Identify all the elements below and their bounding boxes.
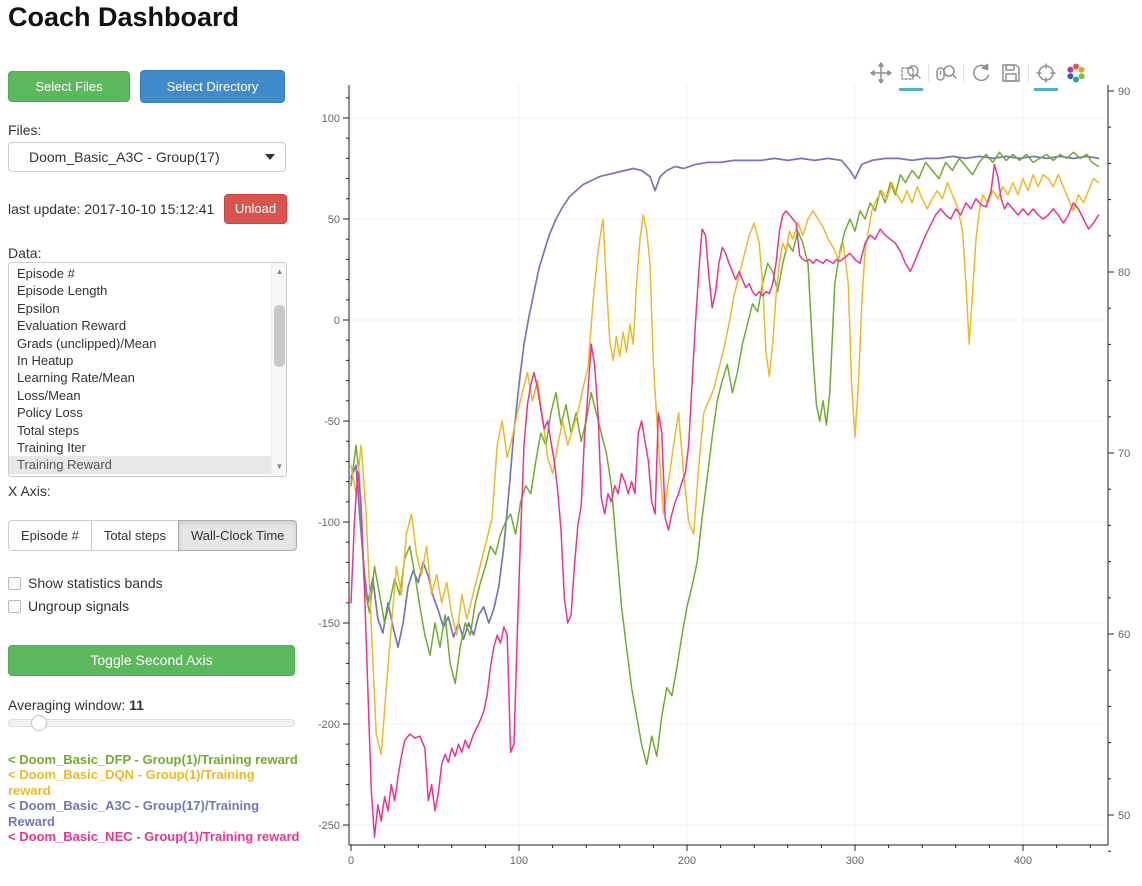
chevron-down-icon: [265, 154, 275, 160]
checkbox[interactable]: [8, 577, 21, 590]
files-select-value: Doom_Basic_A3C - Group(17): [29, 149, 220, 165]
legend-item[interactable]: < Doom_Basic_DQN - Group(1)/Training rew…: [8, 767, 255, 798]
svg-text:80: 80: [1118, 267, 1130, 279]
select-directory-button[interactable]: Select Directory: [140, 70, 285, 103]
toolbar-separator: [928, 64, 929, 82]
data-label: Data:: [8, 245, 42, 261]
checkbox-label: Show statistics bands: [28, 575, 163, 591]
scroll-down-icon[interactable]: ▼: [275, 462, 284, 471]
slider-thumb[interactable]: [31, 715, 47, 731]
x-axis-label: X Axis:: [8, 483, 51, 499]
data-list-item[interactable]: Episode Length: [17, 283, 108, 299]
averaging-window-slider[interactable]: [8, 715, 295, 731]
files-select[interactable]: Doom_Basic_A3C - Group(17): [8, 142, 286, 172]
legend-item[interactable]: < Doom_Basic_A3C - Group(17)/Training Re…: [8, 798, 260, 829]
averaging-window-value: 11: [129, 697, 144, 713]
svg-text:-100: -100: [318, 517, 340, 529]
files-label: Files:: [8, 122, 42, 138]
select-files-button[interactable]: Select Files: [8, 71, 130, 102]
save-icon[interactable]: [996, 60, 1026, 86]
checkbox-label: Ungroup signals: [28, 598, 130, 614]
series-line: [350, 155, 1100, 649]
series-line: [350, 173, 1100, 756]
svg-text:60: 60: [1118, 629, 1130, 641]
hover-icon[interactable]: [1031, 60, 1061, 91]
bokeh-toolbar: [866, 58, 1091, 91]
scrollbar-thumb[interactable]: [274, 305, 285, 367]
data-list-item[interactable]: Total steps: [17, 422, 80, 438]
reset-icon[interactable]: [966, 60, 996, 86]
svg-text:50: 50: [328, 214, 340, 226]
chart-area[interactable]: 100 50 0 -50 -100 -150 -200 -250 0 100 200 300 400 90…: [300, 50, 1142, 881]
averaging-window-label: Averaging window: 11: [8, 697, 144, 713]
data-listbox[interactable]: Episode # Episode Length Epsilon Evaluation…: [8, 262, 287, 477]
x-axis-option-button[interactable]: Episode #: [8, 520, 92, 551]
series-line: [350, 163, 1100, 838]
data-list-item[interactable]: Episode #: [17, 266, 75, 281]
svg-text:200: 200: [678, 855, 696, 867]
data-list-item[interactable]: In Heatup: [17, 353, 74, 369]
svg-text:90: 90: [1118, 86, 1130, 98]
chart-legend: < Doom_Basic_DFP - Group(1)/Training rew…: [8, 752, 300, 844]
data-list-item[interactable]: Loss/Mean: [17, 387, 81, 403]
data-list-item[interactable]: Grads (unclipped)/Mean: [17, 335, 157, 351]
box-zoom-icon[interactable]: [896, 60, 926, 91]
svg-text:0: 0: [348, 855, 354, 867]
data-list-item[interactable]: Training Reward: [9, 456, 271, 474]
checkbox[interactable]: [8, 600, 21, 613]
unload-button[interactable]: Unload: [224, 194, 287, 224]
x-axis-option-button[interactable]: Wall-Clock Time: [177, 520, 298, 551]
wheel-zoom-icon[interactable]: [931, 60, 961, 86]
svg-text:0: 0: [334, 315, 340, 327]
svg-text:70: 70: [1118, 448, 1130, 460]
data-list-item[interactable]: Epsilon: [17, 300, 60, 316]
svg-text:-250: -250: [318, 820, 340, 832]
page-title: Coach Dashboard: [8, 2, 240, 32]
svg-text:100: 100: [322, 113, 340, 125]
toolbar-separator: [1028, 64, 1029, 82]
pan-icon[interactable]: [866, 60, 896, 86]
data-list-item[interactable]: Evaluation Reward: [17, 318, 127, 334]
svg-text:-50: -50: [324, 416, 340, 428]
svg-text:100: 100: [510, 855, 528, 867]
bokeh-logo-icon[interactable]: [1061, 60, 1091, 86]
svg-text:50: 50: [1118, 810, 1130, 822]
svg-text:400: 400: [1014, 855, 1032, 867]
x-axis-option-button[interactable]: Total steps: [90, 520, 179, 551]
series-line: [350, 151, 1100, 766]
scroll-up-icon[interactable]: ▲: [275, 267, 284, 276]
toolbar-separator: [963, 64, 964, 82]
svg-text:300: 300: [846, 855, 864, 867]
data-list-item[interactable]: Learning Rate/Mean: [17, 370, 135, 386]
x-axis-button-group: Episode # Total steps Wall-Clock Time: [8, 520, 298, 551]
listbox-scrollbar[interactable]: ▲ ▼: [271, 263, 286, 476]
data-list-item[interactable]: Policy Loss: [17, 405, 83, 421]
toggle-second-axis-button[interactable]: Toggle Second Axis: [8, 645, 295, 676]
data-list-item[interactable]: Training Iter: [17, 440, 86, 456]
last-update-label: last update: 2017-10-10 15:12:41: [8, 201, 215, 217]
legend-item[interactable]: < Doom_Basic_DFP - Group(1)/Training rew…: [8, 752, 298, 767]
svg-text:-200: -200: [318, 719, 340, 731]
chart-svg[interactable]: 100 50 0 -50 -100 -150 -200 -250 0 100 200 300 400 90…: [300, 50, 1142, 881]
legend-item[interactable]: < Doom_Basic_NEC - Group(1)/Training rew…: [8, 829, 300, 845]
svg-text:-150: -150: [318, 618, 340, 630]
